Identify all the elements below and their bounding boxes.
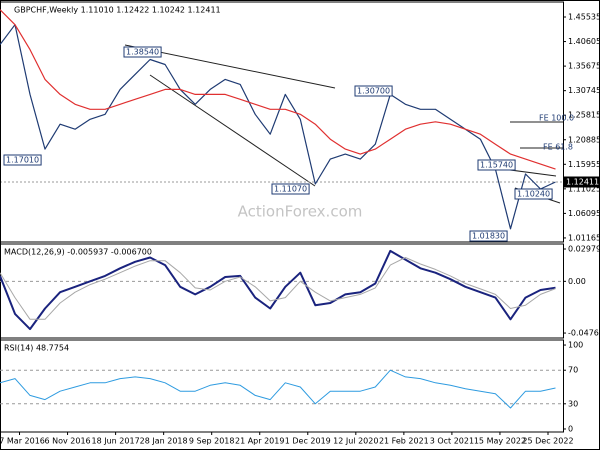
x-tick-label: 1 Dec 2019 (285, 437, 331, 446)
x-tick-label: 25 Dec 2022 (522, 437, 573, 446)
y-tick-label: 30 (568, 399, 578, 408)
panel-title: GBPCHF,Weekly 1.11010 1.12422 1.10242 1.… (14, 6, 221, 15)
annotation-box (271, 183, 310, 195)
watermark: ActionForex.com (238, 203, 363, 221)
y-tick-label: 1.20885 (568, 135, 600, 144)
annotation-box (514, 188, 553, 200)
x-tick-label: 15 May 2022 (474, 437, 526, 446)
annotation: 1.30700 (357, 87, 390, 96)
panel (0, 1, 564, 243)
y-tick-label: 1.01165 (568, 233, 600, 242)
series-line (0, 257, 556, 320)
y-tick-label: 1.45535 (568, 13, 600, 22)
x-tick-label: 6 Nov 2016 (44, 437, 90, 446)
y-tick-label: 1.35675 (568, 62, 600, 71)
x-tick-label: 21 Apr 2019 (235, 437, 284, 446)
annotation-box (469, 230, 508, 242)
annotation: 1.12411 (566, 178, 599, 187)
panel-title: MACD(12,26,9) -0.005937 -0.006700 (4, 248, 152, 257)
y-tick-label: 1.40605 (568, 37, 600, 46)
y-tick-label: 0 (568, 424, 573, 433)
y-tick-label: 1.11025 (568, 184, 600, 193)
y-tick-label: 0.00 (568, 277, 586, 286)
annotation-box (354, 85, 393, 97)
y-tick-label: 1.25815 (568, 111, 600, 120)
annotation: 1.15740 (480, 161, 513, 170)
x-tick-label: 3 Oct 2021 (430, 437, 474, 446)
y-tick-label: 1.30745 (568, 86, 600, 95)
y-tick-label: 70 (568, 366, 578, 375)
annotation: FE 100.0 (539, 114, 574, 123)
annotation-box (563, 176, 600, 188)
y-tick-label: 0.029798 (568, 244, 600, 253)
panel-title: RSI(14) 48.7754 (4, 344, 69, 353)
y-tick-label: 1.06095 (568, 209, 600, 218)
annotation-box (3, 154, 42, 166)
annotation: 1.01830 (472, 232, 505, 241)
annotation-box (477, 159, 516, 171)
annotation: FE 61.8 (543, 143, 573, 152)
panel (0, 339, 564, 433)
x-tick-label: 18 Jun 2017 (92, 437, 140, 446)
x-tick-label: 27 Mar 2016 (0, 437, 45, 446)
x-tick-label: 21 Feb 2021 (379, 437, 429, 446)
panel (0, 243, 564, 339)
annotation-box (123, 46, 162, 58)
series-line (0, 9, 556, 170)
y-tick-label: 1.15955 (568, 160, 600, 169)
x-tick-label: 9 Sep 2018 (189, 437, 235, 446)
annotation: 1.38540 (126, 48, 159, 57)
trend-line (149, 74, 316, 187)
annotation: 1.17010 (6, 156, 39, 165)
annotation: 1.11070 (274, 185, 307, 194)
x-tick-label: 12 Jul 2020 (333, 437, 378, 446)
x-tick-label: 28 Jan 2018 (140, 437, 188, 446)
series-line (0, 249, 556, 331)
annotation: 1.10240 (517, 190, 550, 199)
y-tick-label: -0.047637 (568, 329, 600, 338)
series-line (0, 24, 556, 230)
y-tick-label: 100 (568, 341, 583, 350)
series-line (0, 369, 556, 409)
